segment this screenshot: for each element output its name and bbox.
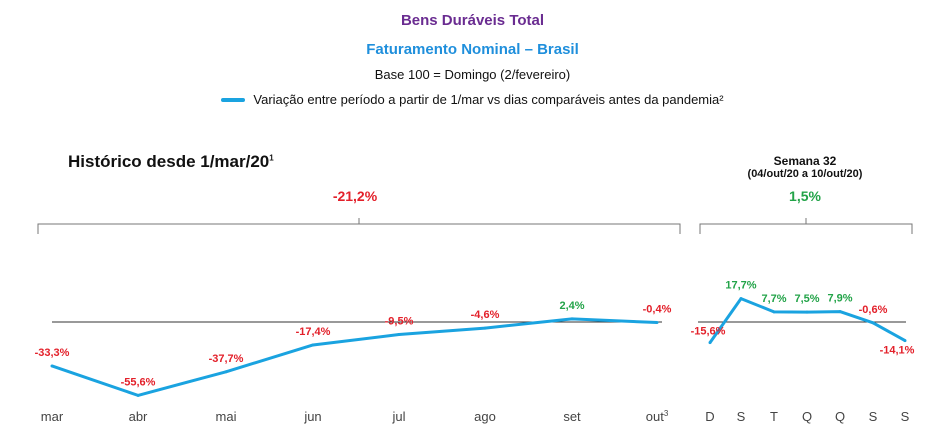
week-tick-label: D xyxy=(705,409,714,424)
week-total-label: 1,5% xyxy=(789,188,821,204)
history-tick-label: ago xyxy=(474,409,496,424)
legend-swatch xyxy=(221,97,246,102)
week-tick-label: S xyxy=(737,409,746,424)
legend: Variação entre período a partir de 1/mar… xyxy=(0,92,945,107)
history-point-jun xyxy=(311,343,315,347)
history-data-label: -9,5% xyxy=(385,316,414,328)
history-data-label: -0,4% xyxy=(643,304,672,316)
history-tick-label: jul xyxy=(391,409,405,424)
week-data-label: 7,7% xyxy=(761,293,786,305)
week-brace xyxy=(699,223,913,234)
history-point-mar xyxy=(50,364,54,368)
week-tick-label: Q xyxy=(835,409,845,424)
history-brace xyxy=(37,223,681,234)
week-tick-label: T xyxy=(770,409,778,424)
week-point xyxy=(739,297,743,301)
week-point xyxy=(871,321,875,325)
week-point xyxy=(708,341,712,345)
history-point-mai xyxy=(224,370,228,374)
history-title: Histórico desde 1/mar/201 xyxy=(68,152,274,171)
history-data-label: -55,6% xyxy=(121,376,156,388)
chart-title: Bens Duráveis Total xyxy=(400,12,545,29)
week-point xyxy=(805,310,809,314)
history-tick-label: mar xyxy=(41,409,64,424)
week-tick-label: Q xyxy=(802,409,812,424)
history-point-abr xyxy=(136,393,140,397)
legend-label: Variação entre período a partir de 1/mar… xyxy=(253,92,724,107)
chart-subtitle: Faturamento Nominal – Brasil xyxy=(366,41,579,58)
week-data-label: -15,6% xyxy=(691,326,726,338)
history-data-label: -33,3% xyxy=(35,347,70,359)
week-point xyxy=(903,339,907,343)
history-tick-label: abr xyxy=(129,409,148,424)
history-tick-label: set xyxy=(563,409,581,424)
history-tick-label: out3 xyxy=(646,409,669,424)
week-point xyxy=(838,310,842,314)
week-data-label: -14,1% xyxy=(880,345,915,357)
history-series-line xyxy=(51,317,658,397)
history-tick-label: mai xyxy=(216,409,237,424)
week-tick-label: S xyxy=(901,409,910,424)
week-range: (04/out/20 a 10/out/20) xyxy=(747,168,863,180)
week-point xyxy=(772,310,776,314)
history-point-ago xyxy=(483,326,487,330)
history-tick-label: jun xyxy=(303,409,321,424)
week-data-label: 7,5% xyxy=(794,293,819,305)
history-data-label: -37,7% xyxy=(209,353,244,365)
week-data-label: 7,9% xyxy=(827,293,852,305)
week-title: Semana 32 xyxy=(773,154,837,168)
week-tick-label: S xyxy=(869,409,878,424)
base-note: Base 100 = Domingo (2/fevereiro) xyxy=(374,67,571,82)
week-data-label: -0,6% xyxy=(859,304,888,316)
history-point-set xyxy=(570,317,574,321)
history-data-label: -17,4% xyxy=(296,326,331,338)
history-point-jul xyxy=(397,333,401,337)
history-data-label: 2,4% xyxy=(559,300,584,312)
history-point-out³ xyxy=(655,321,659,325)
week-data-label: 17,7% xyxy=(725,280,756,292)
history-data-label: -4,6% xyxy=(471,309,500,321)
history-total-label: -21,2% xyxy=(332,188,378,204)
